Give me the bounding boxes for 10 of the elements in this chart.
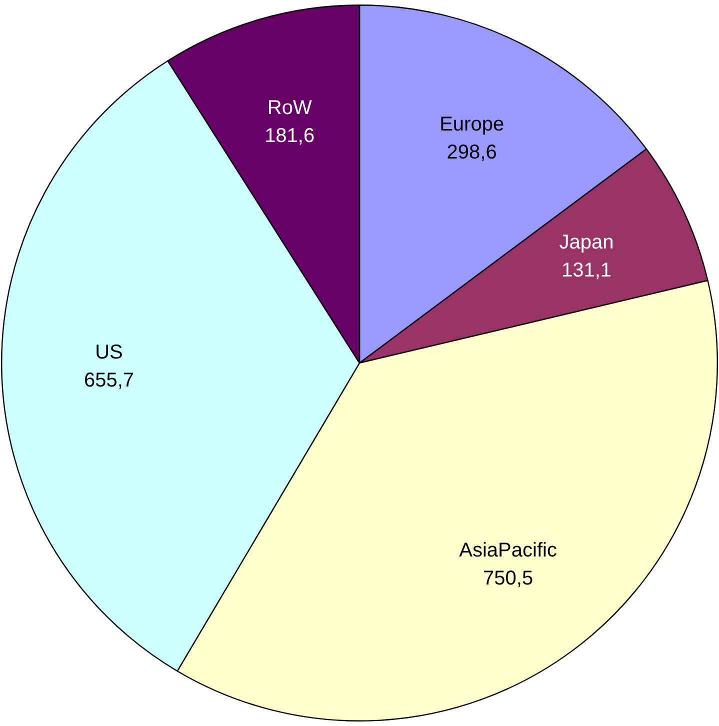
slice-label: AsiaPacific: [459, 539, 557, 562]
slice-label: RoW: [267, 96, 312, 119]
slice-label: Europe: [440, 114, 504, 136]
data-label: 298,6: [446, 142, 497, 164]
data-label: 750,5: [483, 567, 534, 590]
data-label: 655,7: [84, 369, 134, 392]
data-label: 131,1: [561, 260, 612, 282]
slice-label: Japan: [559, 232, 614, 254]
data-label: 181,6: [264, 124, 315, 147]
slice-label: US: [95, 341, 123, 364]
